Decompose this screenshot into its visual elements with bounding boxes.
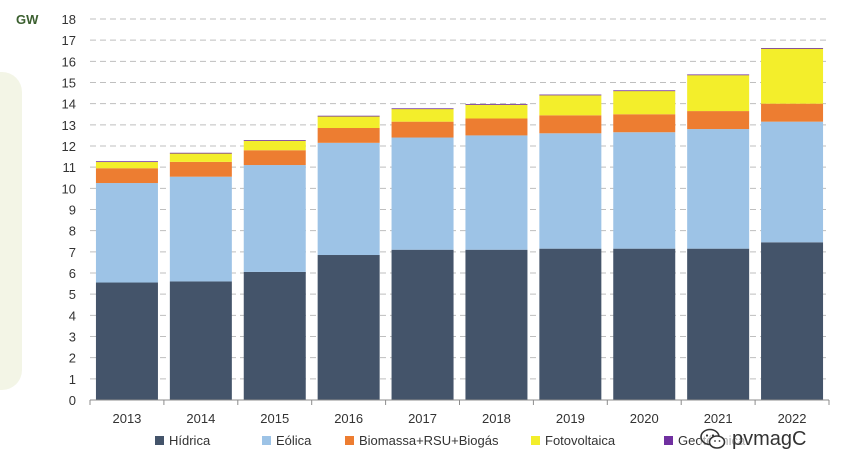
watermark-text: pvmagC [732,427,807,450]
y-tick-label: 3 [69,330,76,345]
y-tick-label: 8 [69,224,76,239]
x-tick-label: 2015 [260,411,289,426]
legend-swatch [664,436,673,445]
bar-segment [317,128,380,143]
y-tick-label: 15 [62,76,76,91]
wechat-icon [700,428,726,449]
bar-segment [169,152,232,154]
y-tick-label: 0 [69,393,76,408]
bars [95,47,824,400]
y-tick-label: 2 [69,351,76,366]
x-tick-label: 2019 [556,411,585,426]
bar-segment [169,153,232,162]
legend: Hídrica Eólica Biomassa+RSU+Biogás Fotovolt… [155,433,746,448]
bar-segment [95,161,158,169]
bar-segment [391,108,454,122]
legend-label: Biomassa+RSU+Biogás [359,433,499,448]
legend-swatch [345,436,354,445]
y-tick-label: 17 [62,33,76,48]
y-unit-label: GW [16,12,39,27]
bar-segment [539,94,602,96]
bar-segment [169,161,232,177]
watermark: pvmagC [700,424,807,454]
bar-segment [465,135,528,250]
y-tick-label: 6 [69,266,76,281]
bar-segment [761,48,824,104]
bar-segment [465,249,528,400]
bar-segment [317,116,380,129]
y-tick-label: 5 [69,287,76,302]
bar-segment [761,103,824,122]
y-tick-label: 14 [62,97,76,112]
x-tick-label: 2014 [186,411,215,426]
y-tick-label: 1 [69,372,76,387]
bar-segment [761,242,824,400]
bar-segment [465,104,528,105]
y-tick-label: 13 [62,118,76,133]
bar-segment [243,140,306,141]
bar-segment [687,129,750,249]
legend-swatch [155,436,164,445]
legend-label: Eólica [276,433,312,448]
y-tick-label: 9 [69,203,76,218]
legend-label: Hídrica [169,433,211,448]
bar-segment [95,282,158,400]
bar-segment [687,111,750,130]
bar-segment [539,95,602,116]
bar-segment [95,183,158,283]
bar-segment [391,249,454,400]
legend-swatch [262,436,271,445]
bar-segment [169,176,232,282]
x-tick-label: 2013 [112,411,141,426]
bar-segment [317,115,380,117]
side-decoration [0,72,22,390]
y-tick-label: 4 [69,308,76,323]
bar-segment [243,165,306,272]
bar-segment [539,248,602,400]
x-tick-label: 2016 [334,411,363,426]
legend-label: Fotovoltaica [545,433,616,448]
bar-segment [317,142,380,256]
bar-segment [539,115,602,134]
y-tick-label: 10 [62,181,76,196]
bar-segment [95,161,158,163]
x-tick-label: 2018 [482,411,511,426]
y-tick-label: 16 [62,54,76,69]
bar-segment [613,90,676,92]
bar-segment [465,118,528,136]
bar-segment [687,75,750,112]
x-tick-label: 2022 [778,411,807,426]
x-tick-label: 2020 [630,411,659,426]
y-tick-label: 18 [62,12,76,27]
bar-segment [243,271,306,400]
bar-segment [539,133,602,249]
bar-segment [391,121,454,138]
bar-segment [687,248,750,400]
bar-segment [391,108,454,110]
bar-segment [613,248,676,400]
bar-segment [169,281,232,400]
bar-segment [761,47,824,49]
bar-segment [465,104,528,119]
bar-segment [687,74,750,76]
bar-segment [613,114,676,133]
bar-segment [761,121,824,243]
bar-segment [391,137,454,250]
legend-swatch [531,436,540,445]
bar-segment [95,168,158,184]
y-tick-label: 11 [63,160,77,175]
x-tick-label: 2021 [704,411,733,426]
bar-segment [317,255,380,400]
x-tick-label: 2017 [408,411,437,426]
y-tick-label: 7 [69,245,76,260]
bar-segment [243,150,306,166]
bar-segment [243,140,306,151]
bar-segment [613,90,676,115]
bar-segment [613,132,676,249]
y-tick-label: 12 [62,139,76,154]
